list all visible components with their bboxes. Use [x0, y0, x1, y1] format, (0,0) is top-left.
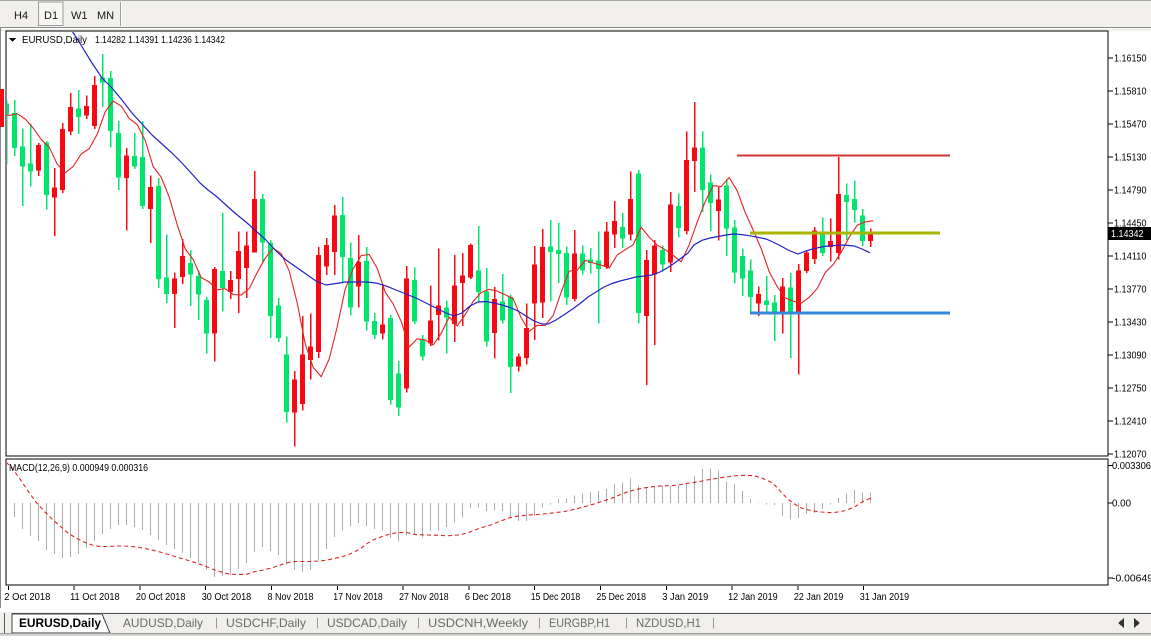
svg-text:|: |	[538, 617, 541, 629]
svg-text:22 Jan 2019: 22 Jan 2019	[794, 592, 844, 603]
svg-text:31 Jan 2019: 31 Jan 2019	[860, 592, 910, 603]
svg-text:|: |	[316, 617, 319, 629]
svg-text:1.14342: 1.14342	[1111, 229, 1144, 240]
svg-text:1.14110: 1.14110	[1114, 252, 1147, 263]
svg-text:MN: MN	[97, 10, 114, 22]
svg-text:1.13090: 1.13090	[1114, 351, 1147, 362]
svg-text:USDCNH,Weekly: USDCNH,Weekly	[428, 616, 528, 630]
svg-text:1.13770: 1.13770	[1114, 285, 1147, 296]
svg-text:20 Oct 2018: 20 Oct 2018	[136, 592, 186, 603]
svg-text:1.14790: 1.14790	[1114, 186, 1147, 197]
svg-text:H4: H4	[14, 10, 28, 22]
svg-text:2 Oct 2018: 2 Oct 2018	[4, 592, 50, 603]
svg-text:1.14450: 1.14450	[1114, 219, 1147, 230]
svg-text:USDCAD,Daily: USDCAD,Daily	[327, 616, 407, 630]
svg-text:USDCHF,Daily: USDCHF,Daily	[226, 616, 306, 630]
svg-text:|: |	[625, 617, 628, 629]
svg-text:1.13430: 1.13430	[1114, 318, 1147, 329]
svg-text:6 Dec 2018: 6 Dec 2018	[465, 592, 511, 603]
svg-text:MACD(12,26,9) 0.000949 0.00031: MACD(12,26,9) 0.000949 0.000316	[9, 462, 148, 474]
svg-text:0.00: 0.00	[1112, 499, 1131, 510]
svg-text:D1: D1	[44, 10, 58, 22]
svg-text:AUDUSD,Daily: AUDUSD,Daily	[123, 616, 203, 630]
svg-text:EURUSD,Daily: EURUSD,Daily	[22, 34, 88, 46]
svg-text:|: |	[215, 617, 218, 629]
svg-text:17 Nov 2018: 17 Nov 2018	[333, 592, 383, 603]
svg-text:|: |	[417, 617, 420, 629]
svg-text:NZDUSD,H1: NZDUSD,H1	[636, 616, 701, 630]
svg-text:12 Jan 2019: 12 Jan 2019	[728, 592, 778, 603]
svg-text:1.12750: 1.12750	[1114, 384, 1147, 395]
svg-text:EURGBP,H1: EURGBP,H1	[549, 616, 610, 630]
svg-text:25 Dec 2018: 25 Dec 2018	[597, 592, 647, 603]
svg-text:27 Nov 2018: 27 Nov 2018	[399, 592, 449, 603]
svg-text:EURUSD,Daily: EURUSD,Daily	[19, 616, 101, 630]
svg-text:|: |	[712, 617, 715, 629]
svg-text:-0.00649: -0.00649	[1112, 574, 1151, 585]
svg-text:W1: W1	[71, 10, 88, 22]
svg-text:1.12070: 1.12070	[1114, 450, 1147, 461]
svg-text:15 Dec 2018: 15 Dec 2018	[531, 592, 581, 603]
svg-text:3 Jan 2019: 3 Jan 2019	[662, 592, 708, 603]
svg-text:1.14282 1.14391 1.14236 1.1434: 1.14282 1.14391 1.14236 1.14342	[95, 34, 225, 46]
svg-text:8 Nov 2018: 8 Nov 2018	[268, 592, 314, 603]
svg-text:11 Oct 2018: 11 Oct 2018	[70, 592, 120, 603]
svg-text:1.15130: 1.15130	[1114, 153, 1147, 164]
svg-text:1.12410: 1.12410	[1114, 417, 1147, 428]
svg-text:30 Oct 2018: 30 Oct 2018	[202, 592, 252, 603]
svg-text:1.15470: 1.15470	[1114, 120, 1147, 131]
svg-text:1.15810: 1.15810	[1114, 87, 1147, 98]
svg-text:1.16150: 1.16150	[1114, 54, 1147, 65]
svg-text:0.003306: 0.003306	[1112, 461, 1151, 472]
